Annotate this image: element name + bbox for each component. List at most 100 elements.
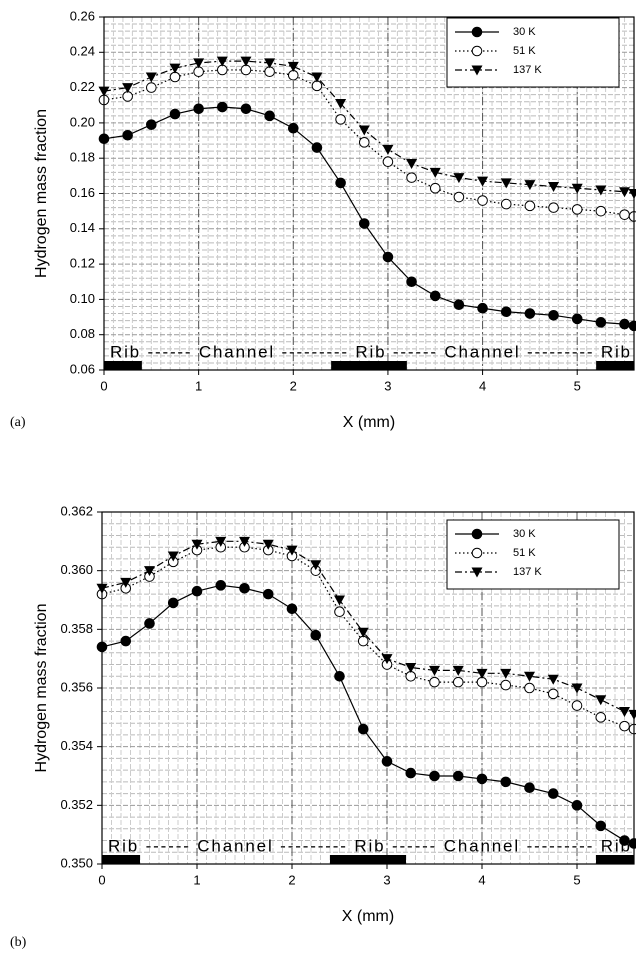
marker <box>619 706 630 717</box>
marker <box>146 82 157 93</box>
marker <box>524 782 535 794</box>
panel-label: (a) <box>10 415 26 430</box>
marker <box>595 712 607 723</box>
marker <box>120 635 132 647</box>
series-line <box>101 540 635 715</box>
marker <box>167 597 179 609</box>
marker <box>453 299 465 310</box>
marker <box>429 182 441 194</box>
x-tick-label: 3 <box>384 378 391 393</box>
marker <box>193 58 205 69</box>
y-axis-label: Hydrogen mass fraction <box>33 109 50 278</box>
legend-label: 51 K <box>513 547 536 559</box>
marker <box>452 665 464 676</box>
y-tick-label: 0.352 <box>60 797 93 812</box>
marker <box>122 83 134 94</box>
marker <box>262 539 274 550</box>
marker <box>169 63 181 74</box>
marker <box>571 204 583 215</box>
y-tick-label: 0.358 <box>60 621 93 636</box>
y-tick-label: 0.08 <box>70 326 95 341</box>
marker <box>500 306 512 318</box>
y-tick-label: 0.350 <box>60 855 93 870</box>
marker <box>381 654 393 665</box>
marker <box>571 800 583 811</box>
marker <box>476 668 488 679</box>
panel-label: (b) <box>10 935 27 950</box>
marker <box>477 195 488 206</box>
marker <box>595 185 607 196</box>
marker <box>146 119 157 130</box>
marker <box>628 723 636 735</box>
rib-bar <box>104 361 142 370</box>
panel: 0.06 0.08 0.10 0.12 0.14 0.16 0.18 0.20 0.22 0.24… <box>10 8 636 431</box>
marker <box>167 551 179 562</box>
y-tick-label: 0.20 <box>70 114 95 129</box>
marker <box>169 108 181 120</box>
x-tick-label: 0 <box>98 872 105 887</box>
marker <box>405 662 417 673</box>
marker <box>382 156 394 168</box>
marker <box>471 65 483 76</box>
y-tick-label: 0.22 <box>70 79 95 94</box>
marker <box>471 567 483 578</box>
marker <box>193 103 204 115</box>
marker <box>334 606 345 618</box>
marker <box>548 309 559 321</box>
marker <box>547 788 559 799</box>
marker <box>628 838 636 849</box>
marker <box>191 539 203 550</box>
marker <box>571 183 583 194</box>
x-axis-label: X (mm) <box>343 414 395 431</box>
marker <box>524 682 535 694</box>
marker <box>500 679 512 691</box>
marker <box>453 173 465 184</box>
y-tick-label: 0.10 <box>70 291 95 306</box>
marker <box>571 683 583 694</box>
marker <box>471 45 483 57</box>
y-tick-label: 0.18 <box>70 150 95 165</box>
y-tick-label: 0.16 <box>70 185 95 200</box>
y-tick-label: 0.360 <box>60 562 93 577</box>
marker <box>452 676 464 688</box>
x-tick-label: 2 <box>290 378 297 393</box>
y-tick-label: 0.14 <box>70 220 95 235</box>
marker <box>239 582 250 594</box>
marker <box>286 545 298 556</box>
y-tick-label: 0.06 <box>70 361 95 376</box>
marker <box>595 820 607 832</box>
legend-label: 137 K <box>513 64 542 76</box>
marker <box>477 176 489 187</box>
marker <box>429 167 441 178</box>
marker <box>311 72 323 83</box>
marker <box>191 585 203 597</box>
marker <box>358 218 370 229</box>
marker <box>406 172 417 183</box>
marker <box>287 61 299 72</box>
rib-bar <box>596 361 634 370</box>
plot-frame <box>103 16 635 371</box>
marker <box>335 98 347 109</box>
marker <box>500 198 512 210</box>
x-tick-label: 5 <box>573 872 580 887</box>
y-tick-label: 0.354 <box>60 738 93 753</box>
marker <box>471 26 483 38</box>
marker <box>619 720 630 732</box>
marker <box>264 58 276 69</box>
marker <box>264 110 275 122</box>
x-axis-label: X (mm) <box>342 908 394 925</box>
marker <box>571 313 583 325</box>
marker <box>334 595 345 606</box>
marker <box>500 178 512 189</box>
marker <box>571 700 583 711</box>
marker <box>357 627 369 638</box>
marker <box>476 773 488 785</box>
rib-bar <box>102 855 140 864</box>
series-line <box>103 60 635 195</box>
marker <box>500 776 512 788</box>
marker <box>429 770 440 782</box>
marker <box>145 72 157 83</box>
marker <box>144 566 155 577</box>
marker <box>477 302 488 314</box>
